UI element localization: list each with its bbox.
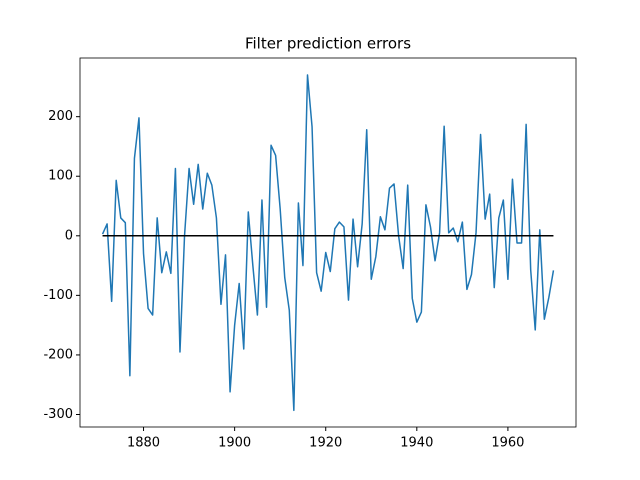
x-tick-label: 1900 [218,436,251,451]
x-tick-label: 1940 [400,436,433,451]
chart-title: Filter prediction errors [245,35,411,53]
x-tick-label: 1920 [309,436,342,451]
y-tick-label: -300 [43,407,73,422]
plot-frame [79,57,577,428]
y-tick-label: 100 [48,169,73,184]
y-tick-label: 0 [65,228,73,243]
y-tick-label: 200 [48,109,73,124]
x-tick-label: 1880 [127,436,160,451]
data-line [101,74,555,412]
x-tick-label: 1960 [491,436,524,451]
y-tick-label: -200 [43,347,73,362]
y-tick-label: -100 [43,288,73,303]
